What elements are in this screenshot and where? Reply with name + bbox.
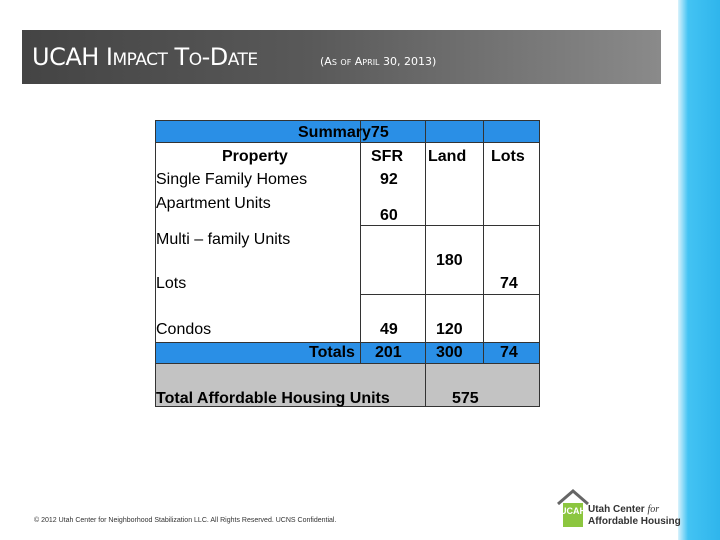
slide-subtitle: (As of April 30, 2013) [320, 55, 437, 68]
col-sep-1 [360, 121, 361, 363]
row-label-multi-family: Multi – family Units [156, 231, 291, 248]
sfr-condos: 49 [380, 321, 398, 338]
header-land: Land [428, 148, 467, 165]
row-sep-3 [360, 294, 539, 295]
header-row-bg [156, 121, 539, 142]
logo-mark: UCAH [560, 506, 586, 516]
slide-title: UCAH Impact To-Date [32, 43, 258, 71]
row-label-condos: Condos [156, 321, 212, 338]
row-sep-1 [156, 142, 539, 143]
total-affordable-value: 575 [452, 390, 479, 407]
right-accent-stripe [678, 0, 720, 540]
logo-line2: Affordable Housing [588, 516, 681, 527]
land-totals: 300 [436, 344, 463, 361]
row-sep-4 [156, 342, 539, 343]
lots-lots: 74 [500, 275, 518, 292]
total-affordable-bg [156, 363, 539, 406]
col-sep-2 [425, 121, 426, 406]
col-sep-3 [483, 121, 484, 363]
row-label-apartment: Apartment Units [156, 195, 271, 212]
summary-label: Summary75 [298, 124, 389, 141]
row-sep-2 [360, 225, 539, 226]
house-logo-icon: UCAH [557, 489, 589, 527]
ucah-logo: UCAH Utah Center for Affordable Housing [556, 488, 681, 532]
land-multi-family: 180 [436, 252, 463, 269]
header-sfr: SFR [371, 148, 403, 165]
logo-line1: Utah Center for [588, 504, 660, 515]
row-label-lots: Lots [156, 275, 187, 292]
sfr-single-family: 92 [380, 171, 398, 188]
totals-row-bg [156, 342, 539, 363]
title-bar: UCAH Impact To-Date (As of April 30, 201… [22, 30, 661, 84]
total-affordable-label: Total Affordable Housing Units [156, 390, 390, 407]
land-condos: 120 [436, 321, 463, 338]
lots-totals: 74 [500, 344, 518, 361]
header-property: Property [222, 148, 288, 165]
totals-label: Totals [309, 344, 355, 361]
header-lots: Lots [491, 148, 525, 165]
impact-table: Summary75 Property SFR Land Lots Single … [155, 120, 540, 407]
sfr-apartment: 60 [380, 207, 398, 224]
row-sep-5 [156, 363, 539, 364]
sfr-totals: 201 [375, 344, 402, 361]
row-label-single-family: Single Family Homes [156, 171, 308, 188]
copyright-footer: © 2012 Utah Center for Neighborhood Stab… [34, 517, 337, 524]
